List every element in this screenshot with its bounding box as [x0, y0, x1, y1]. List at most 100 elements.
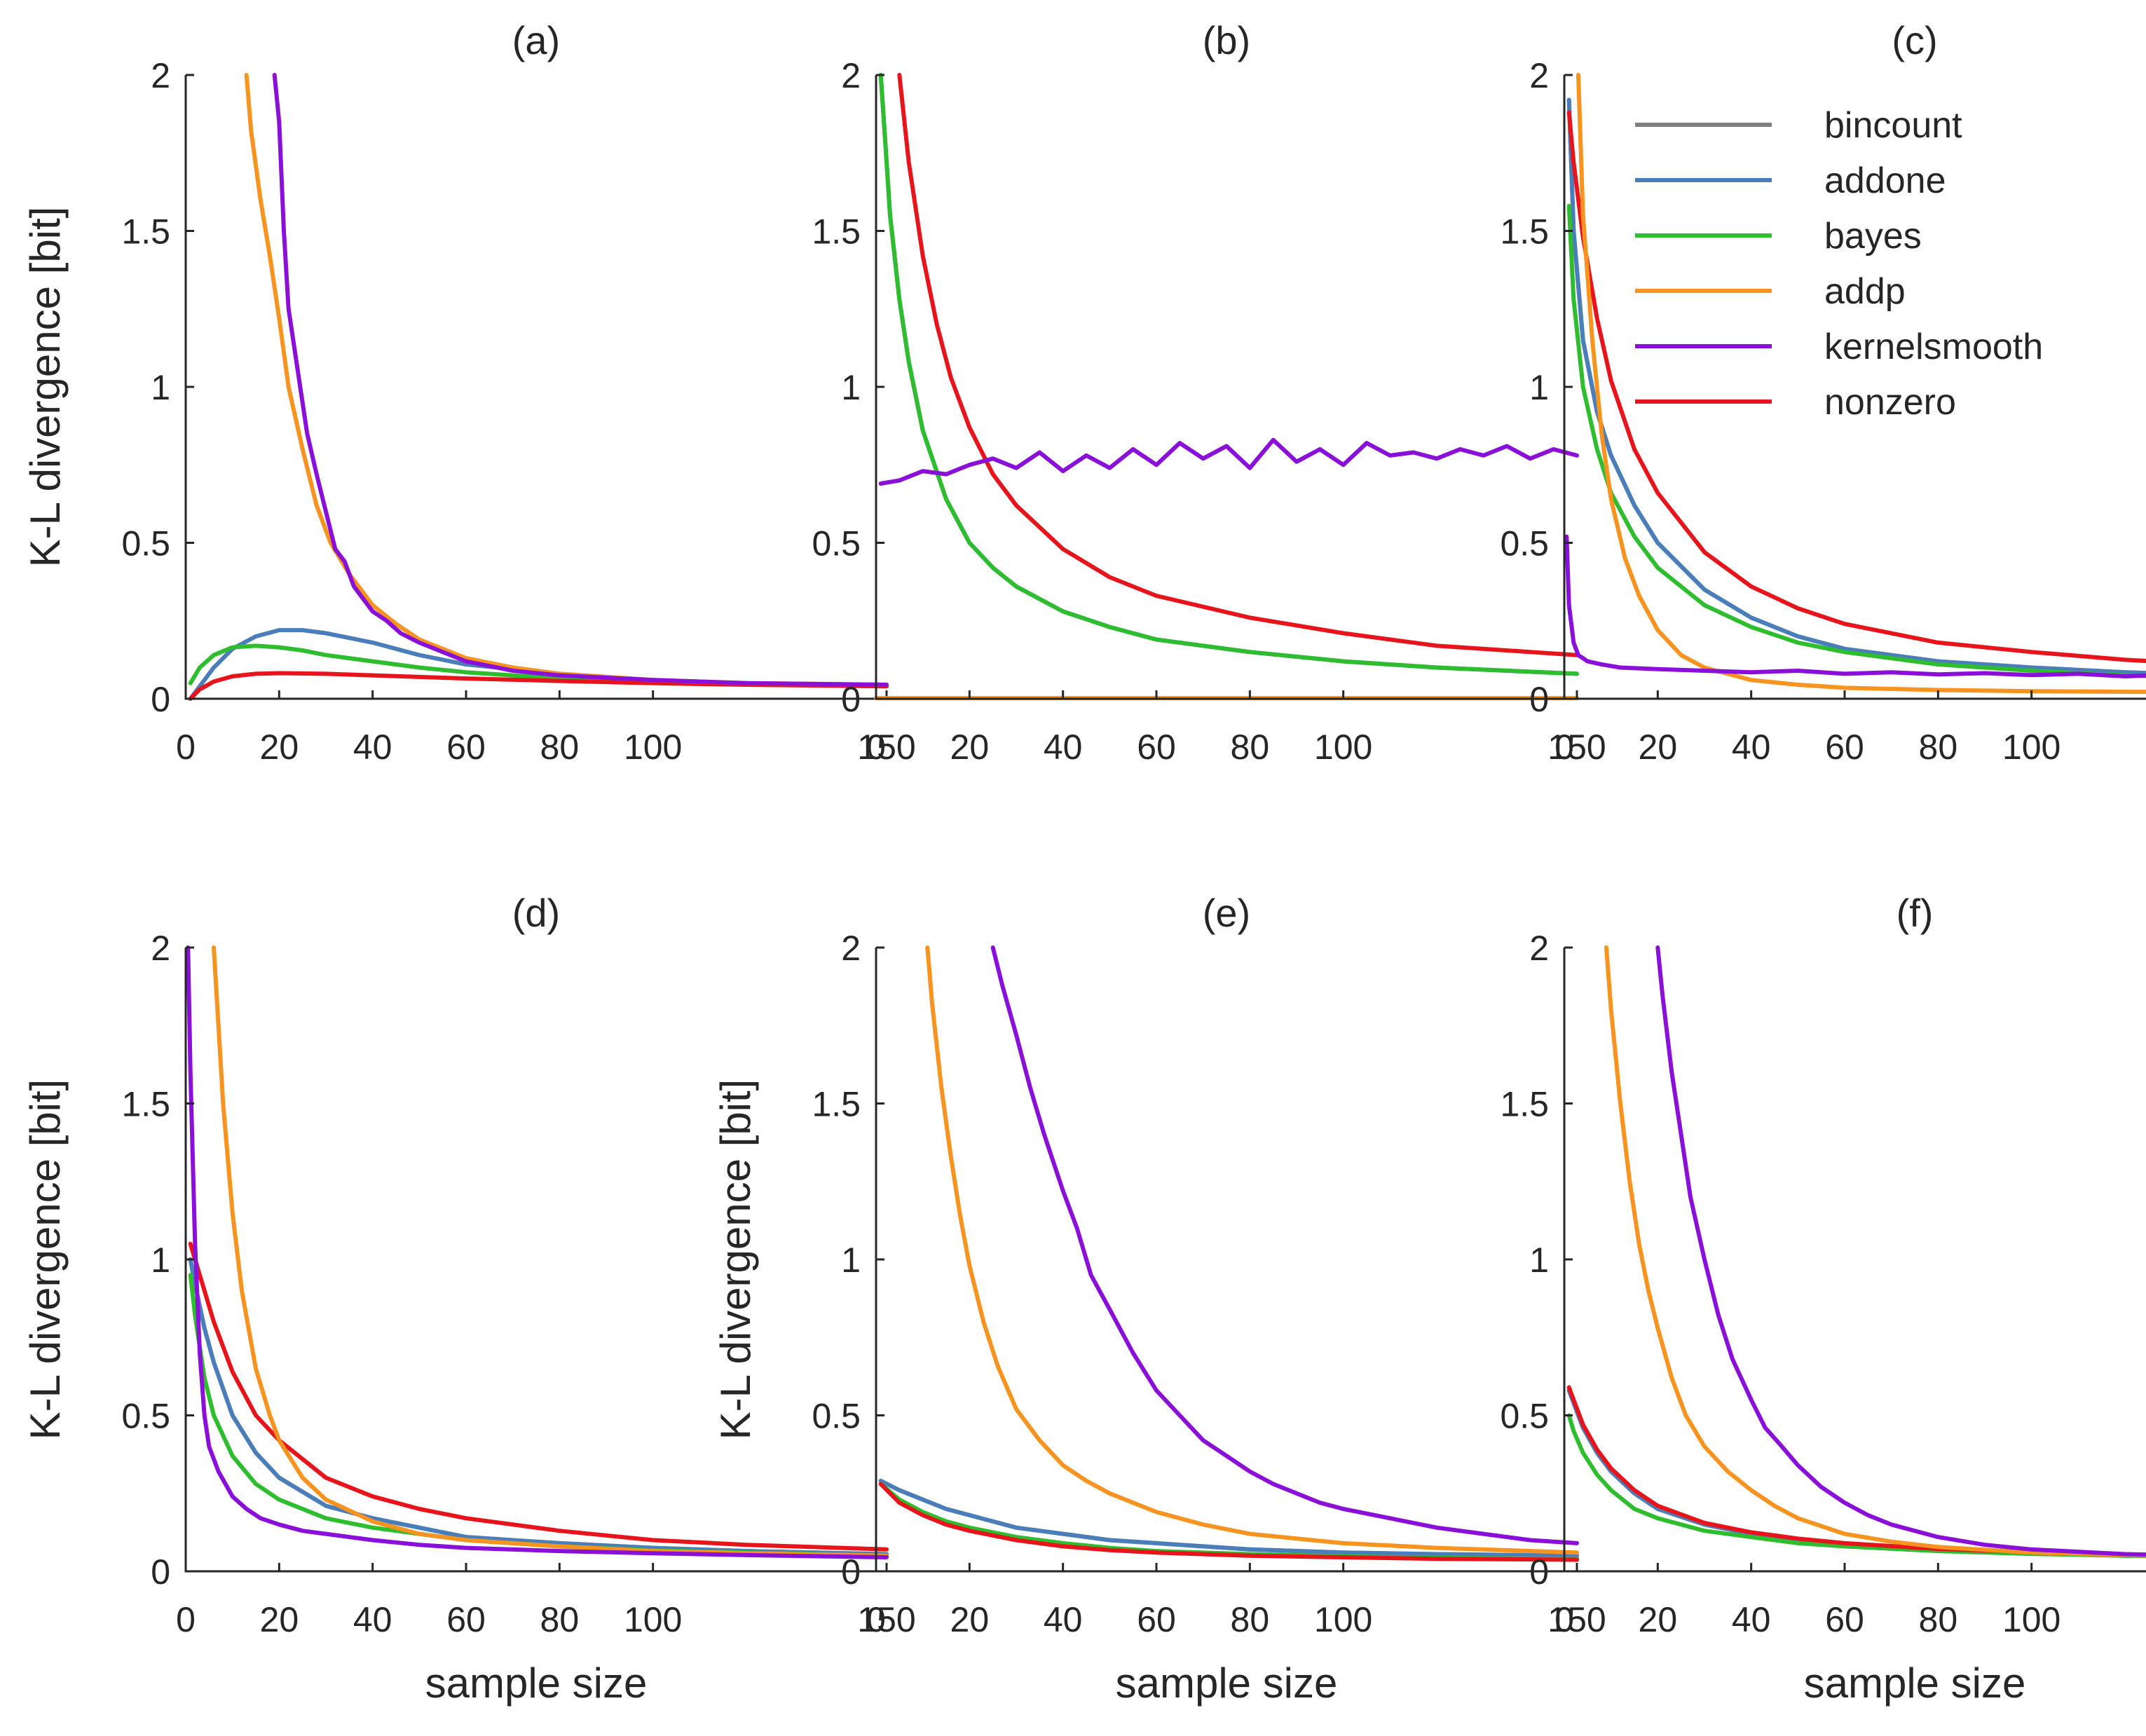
series-line-addone	[1566, 97, 2146, 676]
series-group	[1564, 73, 2146, 695]
x-tick-label: 150	[857, 727, 915, 767]
axes	[184, 75, 887, 700]
x-tick-label: 0	[866, 727, 886, 767]
y-tick-label: 0.5	[121, 1397, 170, 1436]
y-tick-label: 1	[841, 368, 861, 407]
axes	[875, 948, 1577, 1573]
axes	[875, 75, 1577, 700]
x-tick-label: 150	[1547, 1600, 1606, 1639]
series-line-bayes	[1566, 203, 2146, 678]
series-line-nonzero	[897, 73, 1579, 657]
series-line-nonzero	[1566, 1385, 2146, 1558]
series-line-bincount	[188, 1257, 889, 1557]
x-tick-label: 0	[1554, 727, 1574, 767]
series-group	[188, 73, 889, 701]
y-tick-label: 1	[1529, 368, 1549, 407]
panel-title: (c)	[1892, 18, 1937, 62]
x-tick-label: 0	[1554, 1600, 1574, 1639]
series-line-kernelsmooth	[272, 73, 889, 687]
x-tick-label: 40	[1732, 1600, 1771, 1639]
x-tick-label: 60	[1137, 1600, 1176, 1639]
series-group	[186, 945, 889, 1559]
x-tick-label: 60	[446, 1600, 486, 1639]
panel-a: 00.511.520 20 40 60 80 100 150(a)K-L divergenc…	[22, 18, 916, 767]
series-line-kernelsmooth	[1655, 945, 2146, 1557]
series-line-kernelsmooth	[990, 945, 1579, 1545]
x-tick-label: 20	[1639, 727, 1678, 767]
x-tick-label: 100	[2002, 727, 2060, 767]
x-tick-label: 60	[1825, 1600, 1864, 1639]
series-line-addone	[878, 1478, 1579, 1558]
x-tick-label: 100	[624, 727, 682, 767]
y-tick-label: 0.5	[812, 524, 861, 563]
y-tick-label: 0	[841, 1552, 861, 1592]
x-tick-label: 0	[176, 1600, 196, 1639]
legend-label-addp: addp	[1824, 271, 1906, 312]
x-tick-label: 40	[353, 727, 392, 767]
series-group	[878, 945, 1579, 1562]
legend: bincount addone bayes addp kernelsmooth nonze…	[1635, 105, 2043, 423]
panel-d: 00.511.520 20 40 60 80 100 150(d)K-L divergenc…	[22, 891, 916, 1707]
x-tick-label: 100	[624, 1600, 682, 1639]
x-tick-label: 80	[1231, 1600, 1270, 1639]
series-line-addp	[244, 73, 889, 687]
axes	[1563, 948, 2146, 1573]
legend-label-kernelsmooth: kernelsmooth	[1824, 327, 2043, 367]
x-tick-label: 60	[446, 727, 486, 767]
series-line-nonzero	[188, 671, 889, 701]
series-line-addp	[1576, 73, 2146, 695]
x-tick-label: 0	[866, 1600, 886, 1639]
series-line-addone	[1566, 1388, 2146, 1559]
x-tick-label: 20	[260, 1600, 299, 1639]
y-tick-label: 2	[841, 929, 861, 968]
series-line-addone	[188, 1257, 889, 1557]
series-line-bayes	[188, 1273, 889, 1558]
x-tick-label: 60	[1137, 727, 1176, 767]
series-line-addp	[1604, 945, 2146, 1558]
y-tick-label: 0	[1529, 1552, 1549, 1592]
x-tick-label: 80	[1919, 727, 1958, 767]
series-line-nonzero	[878, 1482, 1579, 1562]
y-tick-label: 1.5	[1500, 1085, 1549, 1124]
panel-e: 00.511.520 20 40 60 80 100 150(e)K-L divergenc…	[712, 891, 1606, 1707]
series-line-addp	[212, 945, 889, 1558]
x-axis-label: sample size	[1804, 1660, 2026, 1707]
y-tick-label: 2	[1529, 56, 1549, 95]
panel-b: 00.511.520 20 40 60 80 100 150(b)	[812, 18, 1606, 767]
y-tick-label: 1	[1529, 1241, 1549, 1280]
y-tick-label: 0	[151, 1552, 170, 1592]
x-tick-label: 100	[2002, 1600, 2060, 1639]
panel-title: (a)	[512, 18, 560, 62]
y-tick-label: 2	[151, 56, 170, 95]
y-tick-label: 2	[151, 929, 170, 968]
series-line-kernelsmooth	[186, 945, 889, 1559]
y-axis-label: K-L divergence [bit]	[712, 1079, 759, 1440]
x-tick-label: 20	[950, 1600, 990, 1639]
x-tick-label: 60	[1825, 727, 1864, 767]
y-tick-label: 1	[151, 1241, 170, 1280]
series-line-bayes	[878, 73, 1579, 676]
series-line-addone	[878, 73, 1579, 676]
legend-label-bayes: bayes	[1824, 216, 1922, 257]
y-tick-label: 0.5	[812, 1397, 861, 1436]
y-tick-label: 1.5	[812, 1085, 861, 1124]
series-group	[874, 73, 1579, 701]
series-line-kernelsmooth	[1564, 534, 2146, 678]
y-tick-label: 0.5	[1500, 1397, 1549, 1436]
x-tick-label: 150	[857, 1600, 915, 1639]
y-tick-label: 0.5	[121, 524, 170, 563]
x-axis-label: sample size	[425, 1660, 648, 1707]
panel-title: (f)	[1896, 891, 1934, 935]
series-line-bincount	[1566, 1388, 2146, 1559]
series-line-addone	[188, 628, 889, 701]
panel-title: (e)	[1203, 891, 1250, 935]
x-tick-label: 20	[950, 727, 990, 767]
y-tick-label: 1	[151, 368, 170, 407]
x-tick-label: 0	[176, 727, 196, 767]
axes	[184, 948, 887, 1573]
y-tick-label: 0	[841, 680, 861, 719]
y-tick-label: 0.5	[1500, 524, 1549, 563]
panel-title: (d)	[512, 891, 560, 935]
series-line-nonzero	[188, 1241, 889, 1552]
